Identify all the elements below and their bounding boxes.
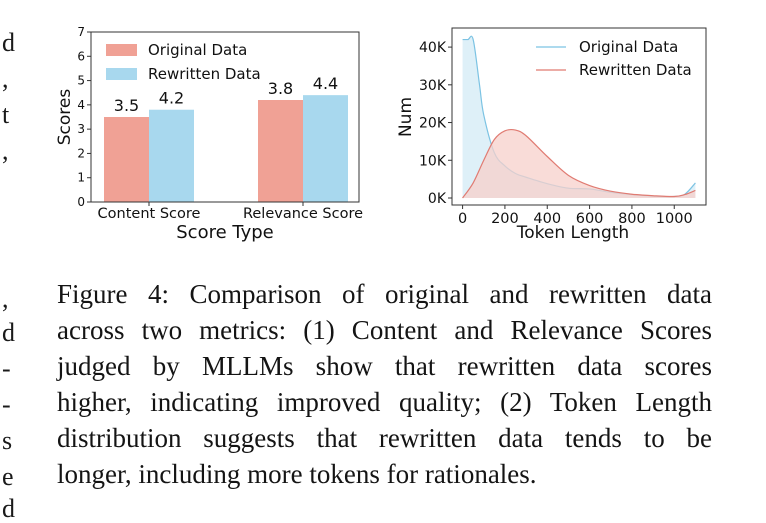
bar-content-score-original [104, 117, 149, 202]
margin-fragment: e [2, 462, 14, 491]
token-length-area-chart: 0K 10K 20K 30K 40K 0 200 400 600 800 1000 Num Tok… [396, 27, 707, 243]
legend-label-rewritten: Rewritten Data [148, 65, 261, 83]
bar-data-label: 4.2 [159, 89, 184, 108]
margin-fragment: , [2, 64, 9, 93]
bar-relevance-score-original [258, 100, 303, 202]
area-x-tick-label: 1000 [656, 211, 693, 227]
area-x-tick-label: 200 [491, 211, 519, 227]
bar-data-label: 3.5 [114, 96, 139, 115]
caption-line: longer, including more tokens for ration… [57, 459, 537, 489]
bar-y-tick-label: 0 [77, 195, 85, 209]
area-x-tick-label: 800 [618, 211, 646, 227]
bar-x-axis-label: Score Type [176, 222, 273, 243]
margin-fragment: , [2, 284, 9, 313]
area-y-axis-label: Num [396, 97, 416, 137]
area-x-tick-label: 600 [576, 211, 604, 227]
figure-caption: Figure 4: Comparison of original and rew… [57, 276, 712, 492]
area-x-axis-label: Token Length [516, 223, 629, 243]
margin-fragment: d [2, 318, 15, 347]
margin-fragment: t [2, 100, 10, 129]
bar-y-tick-label: 5 [77, 74, 85, 88]
area-y-tick-label: 0K [428, 191, 447, 207]
area-y-tick-label: 30K [419, 78, 447, 94]
caption-line: higher, indicating improved quality; (2)… [57, 387, 712, 417]
caption-line: across two metrics: (1) Content and Rele… [57, 315, 712, 345]
margin-fragment: - [2, 390, 11, 419]
area-plot-frame [451, 27, 707, 206]
legend-swatch-original [106, 44, 137, 56]
legend-label-original: Original Data [579, 38, 678, 56]
caption-line: judged by MLLMs show that rewritten data… [57, 351, 712, 381]
area-legend: Original Data Rewritten Data [536, 38, 692, 79]
legend-label-rewritten: Rewritten Data [579, 61, 692, 79]
bar-y-tick-label: 3 [77, 122, 85, 136]
bar-y-tick-label: 7 [77, 25, 85, 39]
bar-y-tick-label: 6 [77, 49, 85, 63]
bar-plot-frame [90, 31, 360, 203]
margin-fragment: - [2, 354, 11, 383]
area-fill-rewritten [462, 129, 696, 198]
score-bar-chart: 0 1 2 3 4 5 6 7 3.5 3.8 4.2 4.4 Content Score Relev… [55, 25, 363, 243]
area-x-tick-label: 400 [533, 211, 561, 227]
bar-legend: Original Data Rewritten Data [106, 41, 261, 83]
area-x-tick-label: 0 [458, 211, 467, 227]
margin-fragment: d [2, 28, 15, 57]
margin-fragment: d [2, 494, 15, 523]
bar-y-tick-label: 4 [77, 98, 85, 112]
bar-content-score-rewritten [149, 109, 194, 202]
bar-relevance-score-rewritten [303, 95, 348, 202]
area-y-tick-label: 20K [419, 116, 447, 132]
bar-data-label: 4.4 [313, 74, 338, 93]
margin-fragment: s [2, 426, 13, 455]
bar-data-label: 3.8 [268, 79, 293, 98]
bar-y-tick-label: 1 [77, 171, 85, 185]
bar-x-tick-label: Content Score [98, 206, 201, 222]
caption-line: distribution suggests that rewritten dat… [57, 423, 712, 453]
legend-swatch-rewritten [106, 68, 137, 80]
legend-label-original: Original Data [148, 41, 247, 59]
area-line-rewritten [462, 128, 696, 199]
area-y-tick-label: 40K [419, 40, 447, 56]
bar-x-tick-label: Relevance Score [243, 206, 363, 222]
caption-line: Figure 4: Comparison of original and rew… [57, 279, 712, 309]
bar-y-axis-label: Scores [55, 89, 75, 146]
bar-y-tick-label: 2 [77, 146, 85, 160]
area-y-tick-label: 10K [419, 153, 447, 169]
margin-fragment: , [2, 136, 9, 165]
